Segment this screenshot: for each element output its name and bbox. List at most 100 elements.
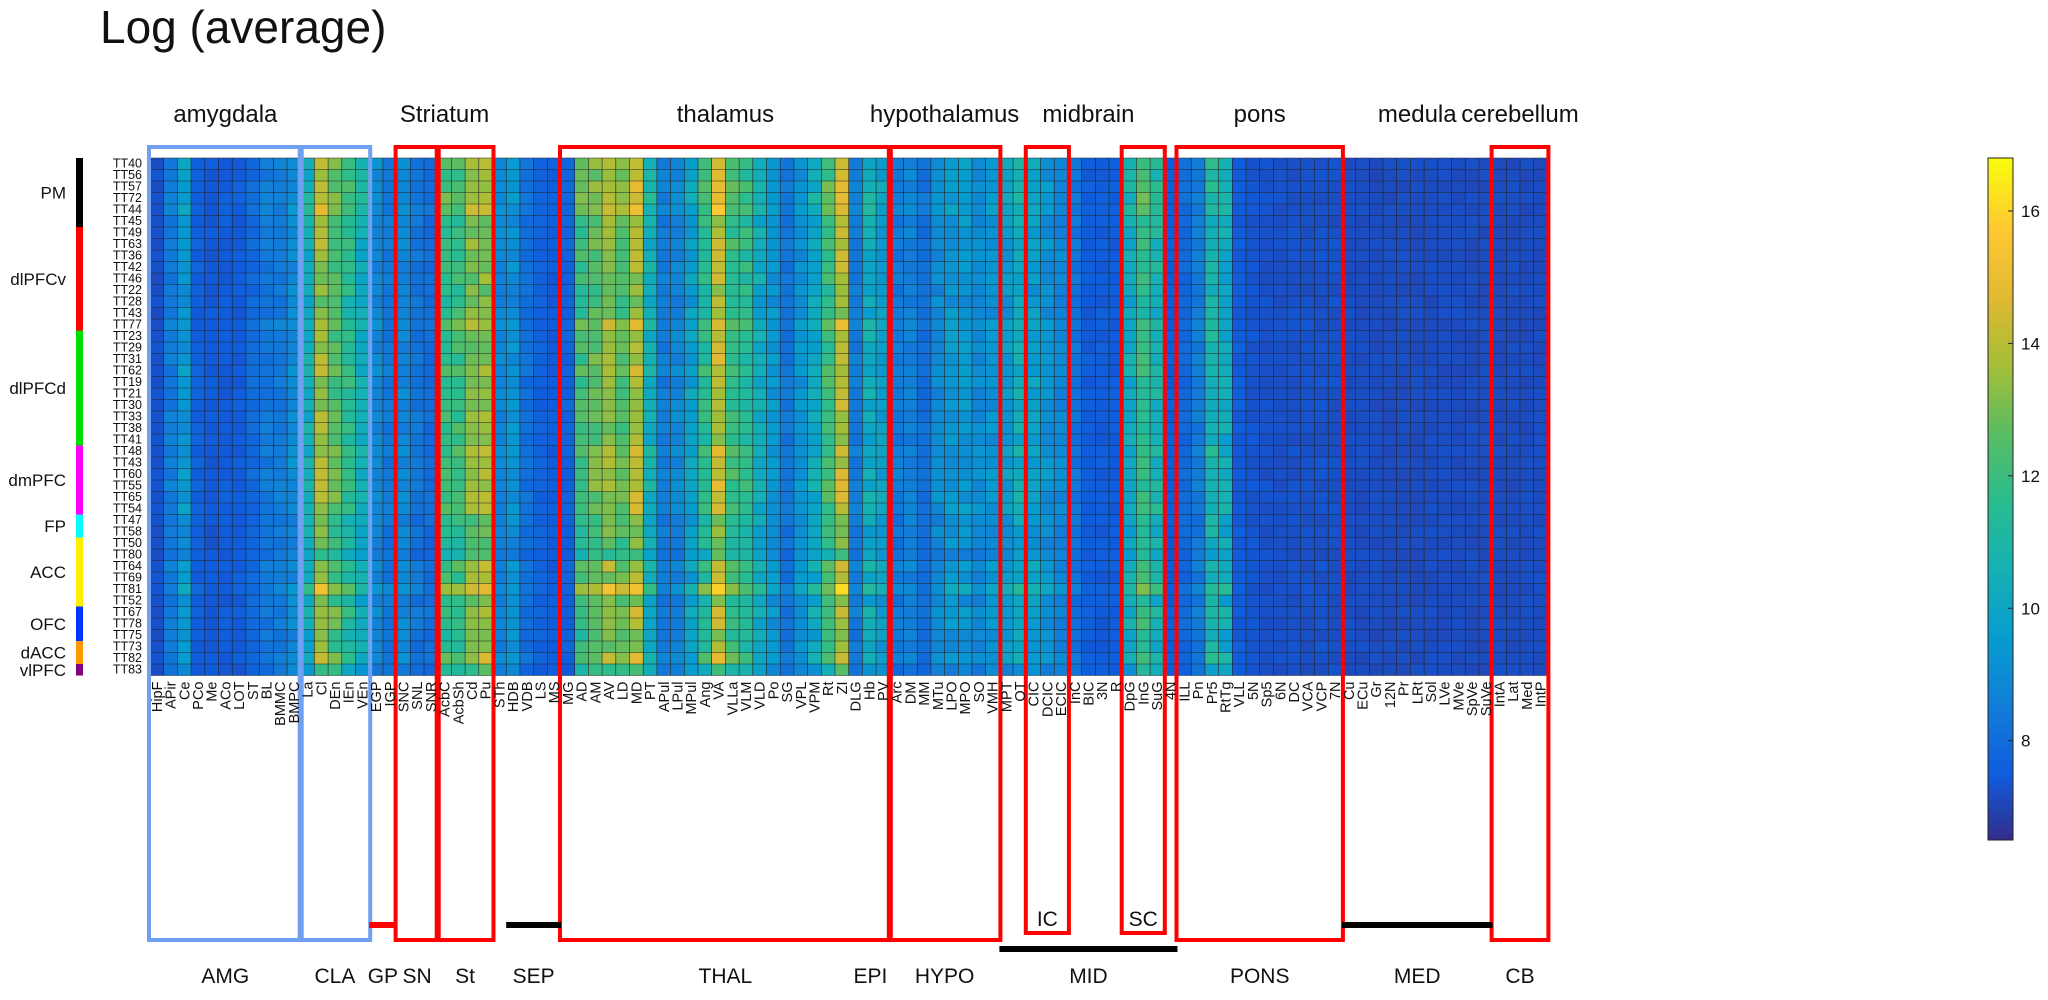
heatmap-cell (328, 400, 342, 412)
heatmap-cell (232, 664, 246, 676)
heatmap-cell (602, 262, 616, 274)
heatmap-cell (739, 630, 753, 642)
heatmap-cell (725, 170, 739, 182)
heatmap-cell (534, 538, 548, 550)
heatmap-cell (698, 538, 712, 550)
heatmap-cell (671, 434, 685, 446)
heatmap-cell (1082, 664, 1096, 676)
heatmap-cell (1452, 400, 1466, 412)
heatmap-cell (1534, 308, 1548, 320)
heatmap-cell (465, 377, 479, 389)
heatmap-cell (534, 319, 548, 331)
heatmap-cell (1082, 492, 1096, 504)
heatmap-cell (630, 239, 644, 251)
heatmap-cell (630, 526, 644, 538)
heatmap-cell (273, 480, 287, 492)
heatmap-cell (958, 331, 972, 343)
heatmap-cell (904, 561, 918, 573)
heatmap-cell (1452, 239, 1466, 251)
heatmap-cell (808, 331, 822, 343)
row-label: TT83 (113, 662, 142, 676)
heatmap-cell (410, 250, 424, 262)
heatmap-cell (397, 250, 411, 262)
heatmap-cell (1369, 480, 1383, 492)
heatmap-cell (273, 331, 287, 343)
heatmap-cell (1356, 469, 1370, 481)
heatmap-cell (849, 549, 863, 561)
heatmap-cell (739, 273, 753, 285)
heatmap-cell (684, 446, 698, 458)
heatmap-cell (821, 204, 835, 216)
heatmap-cell (1027, 641, 1041, 653)
heatmap-cell (1520, 457, 1534, 469)
heatmap-cell (314, 503, 328, 515)
heatmap-cell (1506, 630, 1520, 642)
heatmap-cell (1082, 549, 1096, 561)
heatmap-cell (1301, 653, 1315, 665)
row-group-label: FP (44, 517, 66, 536)
heatmap-cell (451, 181, 465, 193)
heatmap-cell (1095, 526, 1109, 538)
heatmap-cell (1369, 216, 1383, 228)
heatmap-cell (1232, 354, 1246, 366)
heatmap-cell (1232, 296, 1246, 308)
heatmap-cell (1465, 653, 1479, 665)
heatmap-cell (356, 308, 370, 320)
heatmap-cell (1123, 595, 1137, 607)
heatmap-cell (945, 630, 959, 642)
heatmap-cell (205, 503, 219, 515)
heatmap-cell (479, 480, 493, 492)
heatmap-cell (1287, 446, 1301, 458)
heatmap-cell (931, 308, 945, 320)
heatmap-cell (671, 411, 685, 423)
heatmap-cell (1410, 503, 1424, 515)
heatmap-cell (1150, 170, 1164, 182)
heatmap-cell (1452, 618, 1466, 630)
heatmap-cell (931, 515, 945, 527)
heatmap-cell (1410, 561, 1424, 573)
heatmap-cell (1246, 607, 1260, 619)
heatmap-cell (191, 641, 205, 653)
heatmap-cell (273, 607, 287, 619)
heatmap-cell (643, 204, 657, 216)
bottom-group-label: CB (1505, 965, 1534, 988)
heatmap-cell (1095, 319, 1109, 331)
heatmap-cell (1493, 411, 1507, 423)
heatmap-cell (684, 503, 698, 515)
heatmap-cell (1493, 469, 1507, 481)
heatmap-cell (643, 365, 657, 377)
heatmap-cell (314, 181, 328, 193)
heatmap-cell (986, 630, 1000, 642)
heatmap-cell (1191, 377, 1205, 389)
heatmap-cell (506, 170, 520, 182)
heatmap-cell (931, 618, 945, 630)
heatmap-cell (1123, 538, 1137, 550)
heatmap-cell (1424, 411, 1438, 423)
heatmap-cell (808, 653, 822, 665)
heatmap-cell (1178, 204, 1192, 216)
heatmap-cell (931, 607, 945, 619)
heatmap-cell (342, 664, 356, 676)
heatmap-cell (849, 503, 863, 515)
heatmap-cell (260, 630, 274, 642)
heatmap-cell (1493, 296, 1507, 308)
heatmap-cell (767, 239, 781, 251)
heatmap-cell (904, 423, 918, 435)
heatmap-cell (1054, 446, 1068, 458)
heatmap-cell (1465, 411, 1479, 423)
heatmap-cell (1383, 181, 1397, 193)
heatmap-cell (1328, 572, 1342, 584)
heatmap-cell (1438, 227, 1452, 239)
heatmap-cell (575, 457, 589, 469)
heatmap-cell (1123, 446, 1137, 458)
heatmap-cell (835, 262, 849, 274)
heatmap-cell (1150, 618, 1164, 630)
heatmap-cell (150, 158, 164, 170)
heatmap-cell (1424, 193, 1438, 205)
heatmap-cell (177, 273, 191, 285)
heatmap-cell (520, 400, 534, 412)
heatmap-cell (739, 480, 753, 492)
heatmap-cell (1273, 641, 1287, 653)
heatmap-cell (958, 273, 972, 285)
heatmap-cell (1315, 653, 1329, 665)
